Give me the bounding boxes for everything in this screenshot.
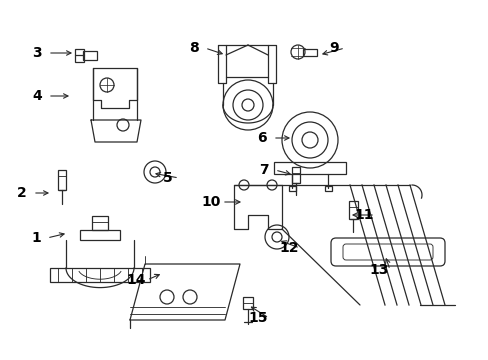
Bar — [243, 297, 252, 309]
Bar — [303, 49, 316, 56]
Text: 4: 4 — [32, 89, 42, 103]
Text: 12: 12 — [279, 241, 298, 255]
Text: 5: 5 — [163, 171, 173, 185]
Text: 11: 11 — [353, 208, 373, 222]
Bar — [325, 186, 331, 191]
Bar — [80, 230, 120, 240]
Text: 9: 9 — [328, 41, 338, 55]
Bar — [75, 49, 84, 62]
Text: 3: 3 — [32, 46, 42, 60]
Bar — [92, 216, 108, 230]
Bar — [291, 167, 299, 183]
Bar — [83, 51, 97, 60]
Bar — [288, 186, 295, 191]
Text: 15: 15 — [248, 311, 267, 325]
Bar — [58, 170, 66, 190]
Text: 10: 10 — [201, 195, 220, 209]
Bar — [273, 162, 346, 174]
Bar — [348, 201, 357, 219]
Text: 6: 6 — [257, 131, 266, 145]
Text: 7: 7 — [259, 163, 268, 177]
Text: 1: 1 — [31, 231, 41, 245]
Text: 2: 2 — [17, 186, 27, 200]
Text: 13: 13 — [368, 263, 388, 277]
Bar — [50, 268, 150, 282]
Text: 8: 8 — [189, 41, 199, 55]
Text: 14: 14 — [126, 273, 145, 287]
